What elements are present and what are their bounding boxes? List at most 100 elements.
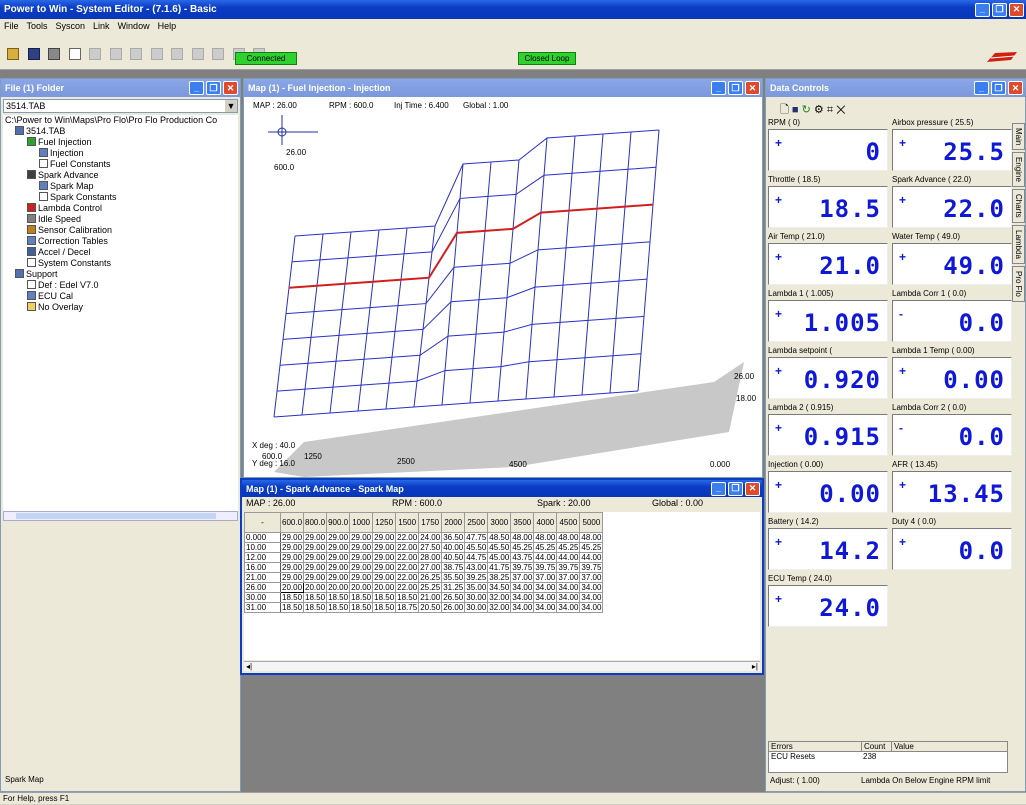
menu-help[interactable]: Help (157, 21, 177, 31)
table-cell[interactable]: 45.25 (510, 542, 535, 553)
print-icon[interactable] (48, 48, 61, 60)
menu-file[interactable]: File (4, 21, 19, 31)
table-cell[interactable]: 18.50 (303, 592, 328, 603)
table-cell[interactable]: 34.00 (556, 592, 581, 603)
table-cell[interactable]: 37.00 (556, 572, 581, 583)
gauge[interactable]: Throttle ( 18.5) +18.5 (768, 174, 892, 231)
table-cell[interactable]: 29.00 (303, 532, 328, 543)
table-cell[interactable]: 45.50 (464, 542, 489, 553)
gauge[interactable]: Lambda 1 ( 1.005) +1.005 (768, 288, 892, 345)
table-cell[interactable]: 29.00 (372, 542, 397, 553)
table-cell[interactable]: 29.00 (303, 542, 328, 553)
close-button[interactable]: ✕ (1009, 2, 1024, 17)
menu-link[interactable]: Link (93, 21, 110, 31)
table-cell[interactable]: 34.50 (487, 582, 512, 593)
tree-item[interactable]: Fuel Injection (3, 137, 238, 148)
menu-window[interactable]: Window (117, 21, 150, 31)
gauge[interactable]: RPM ( 0) +0 (768, 117, 892, 174)
table-cell[interactable]: 29.00 (326, 532, 351, 543)
table-cell[interactable]: 44.00 (533, 552, 558, 563)
side-tab[interactable]: Engine (1012, 152, 1025, 188)
table-cell[interactable]: 29.00 (279, 572, 305, 583)
table-cell[interactable]: 38.75 (441, 562, 466, 573)
tree-item[interactable]: Fuel Constants (3, 159, 238, 170)
gauge[interactable]: Lambda 1 Temp ( 0.00) +0.00 (892, 345, 1016, 402)
table-cell[interactable]: 18.50 (349, 602, 374, 613)
spark-hscrollbar[interactable]: ◂| ▸| (244, 661, 760, 671)
tree-item[interactable]: 3514.TAB (3, 126, 238, 137)
table-cell[interactable]: 26.50 (441, 592, 466, 603)
side-tab[interactable]: Main (1012, 123, 1025, 151)
tree-hscrollbar[interactable] (3, 511, 238, 521)
side-tab[interactable]: Charts (1012, 189, 1025, 223)
tree-item[interactable]: No Overlay (3, 302, 238, 313)
table-cell[interactable]: 29.00 (349, 532, 374, 543)
settings-icon[interactable]: ⚙ (813, 104, 824, 116)
gauge[interactable]: AFR ( 13.45) +13.45 (892, 459, 1016, 516)
table-cell[interactable]: 41.75 (487, 562, 512, 573)
tree-item[interactable]: ECU Cal (3, 291, 238, 302)
errors-row[interactable]: ECU Resets 238 (769, 752, 1007, 762)
table-cell[interactable]: 22.00 (395, 542, 420, 553)
save-icon[interactable] (27, 48, 40, 60)
table-cell[interactable]: 25.25 (418, 582, 443, 593)
table-cell[interactable]: 34.00 (579, 582, 604, 593)
table-cell[interactable]: 29.00 (326, 552, 351, 563)
gauge[interactable]: Air Temp ( 21.0) +21.0 (768, 231, 892, 288)
table-cell[interactable]: 29.00 (372, 562, 397, 573)
fuel-3d-surface[interactable] (244, 97, 762, 477)
table-cell[interactable]: 32.00 (487, 602, 512, 613)
table-cell[interactable]: 37.00 (579, 572, 604, 583)
table-cell[interactable]: 22.00 (395, 552, 420, 563)
table-cell[interactable]: 34.00 (556, 602, 581, 613)
table-cell[interactable]: 37.00 (533, 572, 558, 583)
table-cell[interactable]: 30.00 (464, 602, 489, 613)
tree-item[interactable]: System Constants (3, 258, 238, 269)
table-cell[interactable]: 22.00 (395, 562, 420, 573)
fuel-minimize-button[interactable]: _ (711, 81, 726, 95)
file-minimize-button[interactable]: _ (189, 81, 204, 95)
open-icon[interactable] (7, 48, 19, 60)
chevron-down-icon[interactable]: ▼ (225, 100, 237, 112)
delete-icon[interactable]: ✕ (836, 104, 846, 116)
table-cell[interactable]: 21.00 (418, 592, 443, 603)
table-cell[interactable]: 29.00 (303, 562, 328, 573)
gauge[interactable]: Lambda 2 ( 0.915) +0.915 (768, 402, 892, 459)
table-cell[interactable]: 34.00 (510, 592, 535, 603)
tree-item[interactable]: Lambda Control (3, 203, 238, 214)
table-cell[interactable]: 29.00 (372, 552, 397, 563)
table-cell[interactable]: 29.00 (349, 542, 374, 553)
tree-item[interactable]: Def : Edel V7.0 (3, 280, 238, 291)
table-cell[interactable]: 37.00 (510, 572, 535, 583)
table-cell[interactable]: 45.25 (556, 542, 581, 553)
table-cell[interactable]: 29.00 (349, 572, 374, 583)
spark-close-button[interactable]: ✕ (745, 481, 760, 496)
tree-item[interactable]: Spark Constants (3, 192, 238, 203)
table-cell[interactable]: 29.00 (349, 552, 374, 563)
gauge[interactable]: Airbox pressure ( 25.5) +25.5 (892, 117, 1016, 174)
side-tab[interactable]: Lambda (1012, 224, 1025, 264)
table-cell[interactable]: 48.00 (579, 532, 604, 543)
spark-table[interactable]: -600.0 800.0 900.0 1000 1250 1500 1750 2000 2500… (244, 512, 604, 613)
new-icon[interactable] (68, 48, 81, 60)
gauge[interactable]: Water Temp ( 49.0) +49.0 (892, 231, 1016, 288)
restore-button[interactable]: ❐ (992, 2, 1007, 17)
table-cell[interactable]: 24.00 (418, 532, 443, 543)
table-cell[interactable]: 29.00 (303, 572, 328, 583)
spark-restore-button[interactable]: ❐ (728, 481, 743, 496)
table-cell[interactable]: 38.25 (487, 572, 512, 583)
table-cell[interactable]: 34.00 (533, 582, 558, 593)
table-cell[interactable]: 29.00 (372, 532, 397, 543)
tree-item[interactable]: Correction Tables (3, 236, 238, 247)
gauge[interactable]: Injection ( 0.00) +0.00 (768, 459, 892, 516)
table-cell[interactable]: 28.00 (418, 552, 443, 563)
table-cell[interactable]: 18.50 (372, 592, 397, 603)
table-cell[interactable]: 18.50 (303, 602, 328, 613)
table-cell[interactable]: 39.75 (533, 562, 558, 573)
gauge[interactable]: Duty 4 ( 0.0) +0.0 (892, 516, 1016, 573)
table-cell[interactable]: 48.00 (510, 532, 535, 543)
file-close-button[interactable]: ✕ (223, 81, 238, 95)
tree-item[interactable]: Accel / Decel (3, 247, 238, 258)
table-cell[interactable]: 34.00 (510, 582, 535, 593)
table-cell[interactable]: 20.00 (279, 582, 305, 593)
